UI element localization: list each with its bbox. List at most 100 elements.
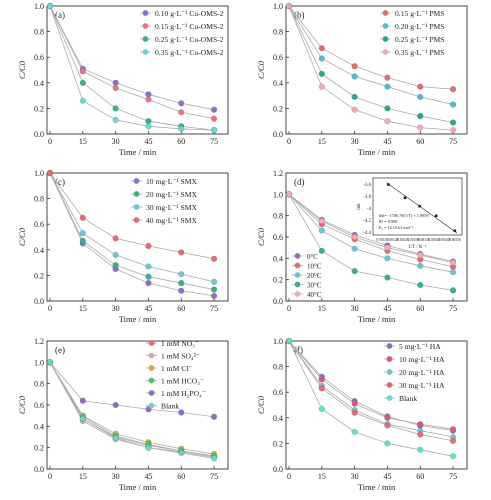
x-tick-label: 75	[449, 472, 457, 481]
legend-entry: 30 mg·L⁻¹ HA	[399, 381, 445, 390]
data-point	[285, 2, 293, 10]
inset-y-tick-label: -3.8	[363, 195, 371, 200]
legend-entry: 30°C	[307, 282, 322, 290]
data-point	[145, 123, 152, 130]
data-point	[449, 437, 457, 444]
data-point	[79, 79, 86, 86]
data-point	[351, 106, 358, 113]
inset-x-tick-label: 0.00340	[428, 238, 440, 242]
series-line-2	[49, 172, 215, 283]
legend-entry: 1 mM HCO₃⁻	[161, 377, 204, 386]
data-point	[384, 83, 391, 90]
data-point	[79, 214, 86, 221]
legend-entry: 1 mM Cl⁻	[161, 364, 192, 373]
data-point	[210, 127, 218, 134]
legend-entry: 0.20 g·L⁻¹ PMS	[395, 22, 445, 31]
data-point	[449, 259, 457, 266]
series-line-1	[288, 340, 454, 430]
inset-annotation: lnk= -1706.79(1/T) + 1.8959	[379, 213, 429, 218]
panel-label: (d)	[294, 177, 305, 187]
legend-marker	[386, 369, 393, 375]
panel-label: (f)	[294, 345, 303, 355]
data-point	[351, 73, 358, 80]
x-tick-label: 60	[416, 472, 424, 481]
legend-entry: 0.35 g·L⁻¹ Cu-OMS-2	[155, 48, 224, 57]
data-point	[318, 385, 325, 392]
chart-panel-d: 0 15 30 45 60 75 0.0 0.2 0.4 0.6 0.8 1.0 1.2 Time / m…	[256, 169, 468, 324]
y-tick-label: 1.0	[34, 169, 44, 178]
legend-entry: 20°C	[307, 272, 322, 280]
y-tick-label: 0.8	[273, 28, 283, 37]
panel-label: (b)	[294, 10, 305, 20]
plot-frame	[285, 5, 468, 135]
inset-y-tick-label: -4.2	[363, 219, 371, 224]
x-tick-label: 60	[177, 137, 185, 146]
series-line-3	[288, 194, 454, 291]
x-tick-label: 60	[177, 472, 185, 481]
legend-entry: 10 mg·L⁻¹ SMX	[146, 177, 198, 186]
data-point	[449, 453, 457, 460]
series-line-3	[49, 5, 215, 131]
x-axis-label: Time / min	[358, 314, 396, 324]
data-point	[351, 245, 358, 252]
legend-entry: 0.25 g·L⁻¹ Cu-OMS-2	[155, 35, 224, 44]
inset-y-tick-label: -3.6	[363, 183, 371, 188]
inset-fit-line	[386, 182, 458, 234]
x-tick-label: 45	[144, 304, 152, 313]
x-tick-label: 75	[210, 137, 218, 146]
inset-x-tick-label: 0.00350	[449, 238, 461, 242]
data-point	[112, 401, 119, 409]
x-tick-label: 15	[79, 304, 87, 313]
data-point	[449, 101, 457, 108]
y-tick-label: 0.6	[34, 53, 44, 62]
data-point	[384, 422, 391, 429]
x-tick-label: 30	[112, 304, 120, 313]
chart-panel-b: 0 15 30 45 60 75 0.0 0.2 0.4 0.6 0.8 1.0 Time / min C…	[256, 2, 468, 157]
data-point	[145, 242, 152, 250]
data-point	[145, 263, 152, 270]
legend-marker	[148, 340, 155, 346]
data-point	[417, 112, 424, 120]
x-tick-label: 45	[383, 304, 391, 313]
y-tick-label: 0.4	[34, 246, 44, 255]
legend-marker	[148, 365, 155, 371]
x-tick-label: 45	[144, 472, 152, 481]
data-point	[178, 100, 185, 107]
y-tick-label: 0.6	[273, 233, 283, 242]
x-tick-label: 0	[48, 472, 52, 481]
inset-annotation: R² = 0.998	[379, 219, 397, 224]
data-point	[449, 119, 457, 126]
legend-marker	[382, 49, 389, 55]
data-point	[417, 421, 424, 428]
panel-label: (c)	[55, 177, 65, 187]
y-tick-label: 1.0	[273, 337, 283, 346]
x-tick-label: 30	[112, 472, 120, 481]
data-point	[417, 262, 424, 269]
data-point	[112, 434, 119, 442]
data-point	[318, 55, 325, 62]
y-tick-label: 0.4	[34, 79, 44, 88]
chart-panel-f: 0 15 30 45 60 75 0.0 0.2 0.4 0.6 0.8 1.0 Time / min C…	[256, 337, 468, 492]
plot-frame	[46, 5, 229, 135]
data-point	[318, 70, 325, 77]
y-tick-label: 0.0	[273, 130, 283, 139]
data-point	[112, 116, 119, 124]
legend-marker	[148, 390, 155, 396]
inset-annotation: Eₐ = 14.19 kJ·mol⁻¹	[379, 225, 414, 230]
y-tick-label: 1.0	[273, 190, 283, 199]
y-tick-label: 1.0	[34, 2, 44, 11]
series-line-2	[288, 5, 454, 123]
data-point	[112, 235, 119, 242]
data-point	[417, 281, 424, 289]
data-point	[178, 271, 185, 278]
inset-data-point	[453, 229, 457, 233]
data-point	[449, 127, 457, 134]
legend-entry: 20 mg·L⁻¹ SMX	[146, 190, 198, 199]
data-point	[318, 405, 325, 412]
chart-panel-e: 0 15 30 45 60 75 0.0 0.2 0.4 0.6 0.8 1.0 1.2 Time / m…	[17, 337, 229, 492]
series-line-2	[49, 362, 215, 455]
x-tick-label: 15	[79, 472, 87, 481]
legend-marker	[142, 23, 149, 29]
legend-entry: 0.15 g·L⁻¹ PMS	[395, 9, 445, 18]
